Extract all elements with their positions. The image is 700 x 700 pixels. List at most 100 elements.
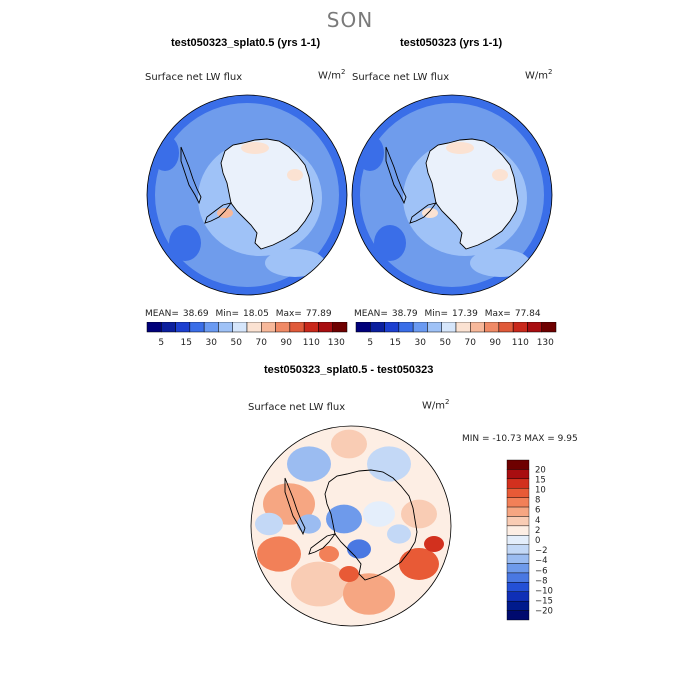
colorbar-swatch [175, 322, 191, 333]
colorbar-tick-label: 30 [415, 338, 427, 348]
colorbar-swatch [427, 322, 442, 333]
panel2-polar-map [351, 94, 553, 296]
panel1-map-fill [147, 95, 347, 295]
colorbar-swatch [506, 488, 530, 498]
colorbar-swatch [384, 322, 400, 333]
colorbar-swatch [506, 582, 530, 592]
panel2-colorbar: 5 15 30 50 70 90 110 130 [355, 322, 557, 348]
colorbar-tick-label: −20 [535, 607, 553, 617]
colorbar-swatch [246, 322, 262, 333]
panel1-stats: MEAN= 38.69 Min= 18.05 Max= 77.89 [145, 309, 336, 319]
colorbar-tick-label: 8 [535, 496, 540, 506]
colorbar-tick-label: 5 [158, 338, 164, 348]
colorbar-swatch [161, 322, 176, 333]
colorbar-swatch [506, 497, 530, 508]
colorbar-swatch [261, 322, 276, 333]
panel1-max-value: 77.89 [305, 309, 332, 319]
colorbar-tick-label: 6 [535, 506, 540, 516]
panel2-units: W/m2 [525, 68, 553, 82]
colorbar-tick-label: −10 [535, 586, 553, 596]
colorbar-tick-label: 50 [231, 338, 243, 348]
colorbar-swatch [498, 322, 514, 333]
colorbar-swatch [398, 322, 414, 333]
panel3-polar-map [250, 425, 452, 627]
colorbar-swatch [506, 544, 530, 555]
colorbar-swatch [370, 322, 385, 333]
colorbar-tick-label: 15 [535, 475, 546, 485]
panel2-mean-value: 38.79 [391, 309, 418, 319]
colorbar-tick-label: 90 [281, 338, 293, 348]
panel2-mean-label: MEAN= [354, 309, 388, 319]
panel1-title: test050323_splat0.5 (yrs 1-1) [171, 37, 321, 49]
panel2-max-label: Max= [484, 309, 511, 319]
colorbar-swatch [506, 553, 530, 564]
colorbar-tick-label: 4 [535, 516, 540, 526]
colorbar-tick-label: −8 [535, 576, 548, 586]
colorbar-swatch [289, 322, 305, 333]
panel2-min-value: 17.39 [452, 309, 478, 319]
colorbar-swatch [512, 322, 528, 333]
panel2-min-label: Min= [424, 309, 449, 319]
colorbar-tick-label: 15 [390, 338, 401, 348]
panel1-mean-value: 38.69 [182, 309, 209, 319]
colorbar-swatch [412, 322, 428, 333]
panel1-max-label: Max= [275, 309, 302, 319]
colorbar-swatch [318, 322, 333, 333]
colorbar-swatch [455, 322, 471, 333]
colorbar-swatch [332, 322, 348, 333]
colorbar-swatch [275, 322, 291, 333]
panel1-variable-label: Surface net LW flux [145, 72, 243, 83]
colorbar-swatch [506, 600, 530, 611]
colorbar-swatch [189, 322, 205, 333]
colorbar-swatch [232, 322, 248, 333]
colorbar-swatch [506, 572, 530, 583]
colorbar-tick-label: 20 [535, 465, 546, 475]
colorbar-tick-label: −15 [535, 597, 553, 607]
colorbar-tick-label: −2 [535, 546, 548, 556]
colorbar-swatch [506, 459, 530, 470]
colorbar-swatch [506, 516, 530, 527]
colorbar-swatch [470, 322, 485, 333]
colorbar-tick-label: 90 [490, 338, 502, 348]
colorbar-tick-label: 10 [535, 486, 546, 496]
colorbar-swatch [355, 322, 371, 333]
colorbar-tick-label: 0 [535, 536, 540, 546]
colorbar-swatch [203, 322, 219, 333]
panel2-map-fill [352, 95, 552, 295]
colorbar-tick-label: 110 [512, 338, 529, 348]
colorbar-tick-label: 30 [206, 338, 218, 348]
colorbar-tick-label: −6 [535, 566, 548, 576]
colorbar-swatch [218, 322, 233, 333]
panel3-title: test050323_splat0.5 - test050323 [264, 364, 434, 376]
colorbar-swatch [527, 322, 542, 333]
panel1-units: W/m2 [318, 68, 346, 82]
colorbar-tick-label: 70 [256, 338, 268, 348]
panel2-stats: MEAN= 38.79 Min= 17.39 Max= 77.84 [354, 309, 545, 319]
colorbar-swatch [441, 322, 457, 333]
colorbar-tick-label: 110 [303, 338, 320, 348]
colorbar-tick-label: 50 [440, 338, 452, 348]
panel1-colorbar: 5 15 30 50 70 90 110 130 [146, 322, 348, 348]
colorbar-swatch [303, 322, 319, 333]
colorbar-swatch [506, 591, 530, 602]
colorbar-tick-label: 130 [537, 338, 554, 348]
colorbar-swatch [484, 322, 500, 333]
colorbar-swatch [506, 478, 530, 489]
colorbar-swatch [506, 469, 530, 480]
panel3-minmax: MIN = -10.73 MAX = 9.95 [462, 434, 578, 444]
colorbar-swatch [506, 525, 530, 536]
panel3-variable-label: Surface net LW flux [248, 402, 346, 413]
colorbar-tick-label: 130 [328, 338, 345, 348]
panel3-units: W/m2 [422, 398, 450, 412]
colorbar-swatch [506, 563, 530, 574]
panel1-min-value: 18.05 [243, 309, 269, 319]
colorbar-tick-label: 15 [181, 338, 192, 348]
colorbar-tick-label: −4 [535, 556, 548, 566]
colorbar-swatch [541, 322, 557, 333]
panel3-map-fill [251, 426, 451, 626]
colorbar-tick-label: 5 [367, 338, 373, 348]
panel2-title: test050323 (yrs 1-1) [400, 37, 503, 49]
season-title: SON [326, 8, 374, 32]
colorbar-tick-label: 2 [535, 526, 540, 536]
